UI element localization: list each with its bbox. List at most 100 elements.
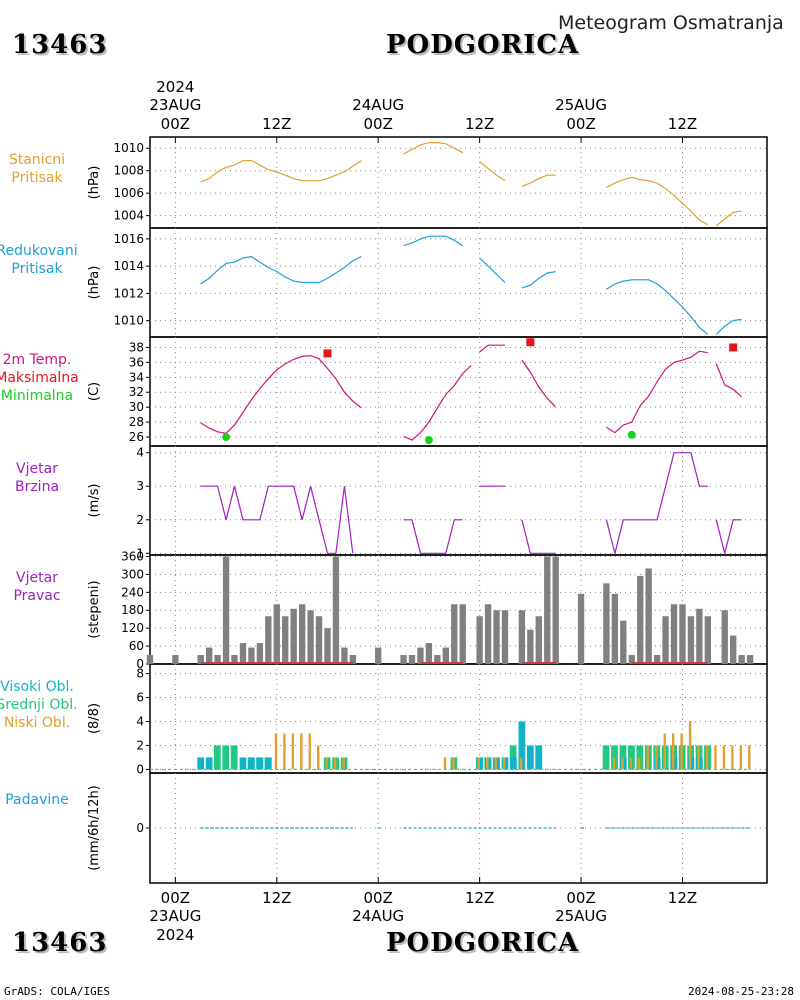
wind-direction-bar xyxy=(408,655,416,664)
wind-direction-bar xyxy=(628,655,635,664)
y-axis-unit: (m/s) xyxy=(87,484,102,518)
low-cloud-bar xyxy=(680,733,683,770)
low-cloud-bar xyxy=(283,733,286,770)
panel-frame-windspeed xyxy=(149,445,768,556)
pressure-line xyxy=(403,142,463,155)
wind-direction-bar xyxy=(620,620,627,664)
wind-direction-bar xyxy=(425,643,433,664)
y-tick-label: 300 xyxy=(121,567,144,581)
reduced-pressure-line xyxy=(403,235,464,247)
wind-direction-bar xyxy=(197,655,204,664)
temperature-line xyxy=(403,364,472,441)
y-tick-label: 28 xyxy=(129,415,144,429)
high-cloud-bar xyxy=(264,757,272,770)
wind-direction-bar xyxy=(451,604,458,664)
y-tick-label: 26 xyxy=(129,430,144,444)
date-label-bottom: 24AUG xyxy=(352,907,404,925)
date-label-top: 23AUG xyxy=(149,96,201,114)
wind-direction-bar xyxy=(484,604,492,664)
x-tick-label-top: 12Z xyxy=(262,115,291,133)
wind-direction-bar xyxy=(265,616,272,664)
city-title-bottom: PODGORICA xyxy=(386,928,580,958)
wind-speed-line xyxy=(200,485,354,554)
station-id-bottom: 13463 xyxy=(12,928,108,958)
panel-label-temp: 2m Temp. xyxy=(3,352,72,368)
min-temp-marker xyxy=(627,430,636,439)
reduced-pressure-line xyxy=(606,279,709,335)
low-cloud-bar xyxy=(748,745,751,770)
wind-direction-bar xyxy=(746,655,754,664)
y-axis-unit: (hPa) xyxy=(87,266,102,300)
x-tick-label-top: 12Z xyxy=(668,115,697,133)
wind-direction-bar xyxy=(231,655,238,664)
x-tick-label-bottom: 12Z xyxy=(668,889,697,907)
y-tick-label: 1010 xyxy=(113,141,144,155)
wind-direction-bar xyxy=(637,575,644,664)
wind-direction-bar xyxy=(172,655,179,664)
panel-label-winddir: Pravac xyxy=(13,588,60,604)
low-cloud-bar xyxy=(655,745,658,770)
low-cloud-bar xyxy=(612,757,616,770)
y-tick-label: 38 xyxy=(129,340,144,354)
low-cloud-bar xyxy=(646,745,650,770)
x-tick-label-bottom: 12Z xyxy=(465,889,494,907)
low-cloud-bar xyxy=(443,757,447,770)
min-temp-marker xyxy=(424,436,433,445)
y-tick-label: 30 xyxy=(129,400,144,414)
y-tick-label: 0 xyxy=(136,657,144,671)
y-tick-label: 1008 xyxy=(113,164,144,178)
y-tick-label: 8 xyxy=(136,667,144,681)
panel-label-clouds: Srednji Obl. xyxy=(0,697,78,713)
low-cloud-bar xyxy=(333,757,337,770)
y-axis-unit: (hPa) xyxy=(87,166,102,200)
panel-frame-redpress xyxy=(149,227,768,338)
min-temp-marker xyxy=(222,433,231,442)
low-cloud-bar xyxy=(308,733,311,770)
wind-direction-bar xyxy=(518,610,526,664)
y-tick-label: 4 xyxy=(136,714,144,728)
year-label-bottom: 2024 xyxy=(156,926,194,944)
pressure-line xyxy=(200,160,362,183)
reduced-pressure-line xyxy=(479,257,506,283)
wind-direction-bar xyxy=(501,610,509,664)
year-label-top: 2024 xyxy=(156,78,194,96)
wind-direction-bar xyxy=(696,608,703,664)
date-label-top: 24AUG xyxy=(352,96,404,114)
mid-cloud-bar xyxy=(230,745,238,770)
panel-label-windspeed: Vjetar xyxy=(16,461,58,477)
panel-label-clouds: Niski Obl. xyxy=(4,715,70,731)
wind-direction-bar xyxy=(459,604,466,664)
wind-direction-bar xyxy=(146,655,154,664)
panel-label-pressure: Stanicni xyxy=(9,152,65,168)
y-tick-label: 0 xyxy=(136,821,144,835)
y-tick-label: 120 xyxy=(121,621,144,635)
wind-direction-bar xyxy=(239,643,247,664)
high-cloud-bar xyxy=(205,757,213,770)
wind-direction-bar xyxy=(434,655,441,664)
wind-direction-bar xyxy=(214,655,221,664)
y-tick-label: 34 xyxy=(129,370,144,384)
y-tick-label: 0 xyxy=(136,762,144,776)
temperature-line xyxy=(606,350,708,434)
high-cloud-bar xyxy=(535,745,543,770)
low-cloud-bar xyxy=(274,733,278,770)
mid-cloud-bar xyxy=(222,745,230,770)
low-cloud-bar xyxy=(731,745,734,770)
pressure-line xyxy=(521,174,556,187)
date-label-bottom: 23AUG xyxy=(149,907,201,925)
wind-direction-bar xyxy=(535,616,542,664)
wind-direction-bar xyxy=(476,616,483,664)
wind-direction-bar xyxy=(687,616,695,664)
wind-direction-bar xyxy=(307,610,314,664)
x-tick-label-bottom: 12Z xyxy=(262,889,291,907)
low-cloud-bar xyxy=(502,757,506,770)
y-tick-label: 1010 xyxy=(113,314,144,328)
footer-timestamp: 2024-08-25-23:28 xyxy=(688,985,794,998)
panel-label-windspeed: Brzina xyxy=(15,479,59,495)
reduced-pressure-line xyxy=(200,255,362,285)
panel-frame-temp xyxy=(149,336,768,447)
y-tick-label: 1014 xyxy=(113,259,144,273)
low-cloud-bar xyxy=(325,757,328,770)
wind-direction-bar xyxy=(417,647,424,664)
y-tick-label: 3 xyxy=(136,479,144,493)
